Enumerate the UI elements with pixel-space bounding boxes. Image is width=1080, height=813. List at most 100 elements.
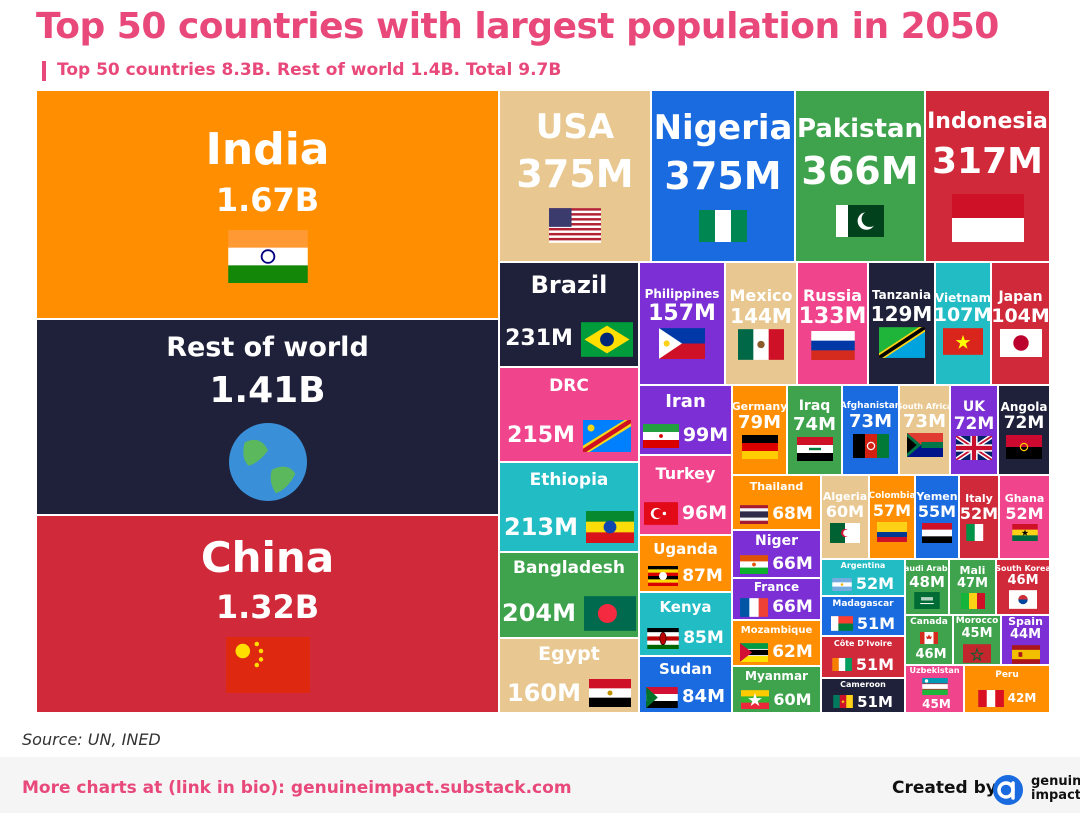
tile-label-bangladesh: Bangladesh bbox=[513, 558, 625, 579]
tile-value-ethiopia: 213M bbox=[504, 512, 578, 541]
tile-japan: Japan 104M bbox=[991, 262, 1050, 385]
tile-colombia: Colombia 57M bbox=[869, 475, 915, 559]
tile-value-china: 1.32B bbox=[215, 587, 320, 626]
tile-brazil: Brazil 231M bbox=[499, 262, 639, 367]
tile-thailand: Thailand 68M bbox=[732, 475, 821, 530]
tile-bangladesh: Bangladesh 204M bbox=[499, 552, 639, 638]
tile-label-uzbekistan: Uzbekistan bbox=[909, 666, 960, 676]
flag-ar-icon bbox=[832, 577, 852, 591]
tile-label-drc: DRC bbox=[549, 376, 589, 397]
tile-label-france: France bbox=[753, 579, 800, 594]
tile-label-peru: Peru bbox=[995, 669, 1019, 680]
flag-af-icon bbox=[852, 433, 889, 458]
brand-line-2: impact bbox=[1031, 788, 1080, 803]
flag-gh-icon bbox=[1011, 524, 1038, 542]
tile-value-colombia: 57M bbox=[872, 501, 912, 521]
tile-label-mali: Mali bbox=[959, 563, 986, 577]
tile-value-thailand: 68M bbox=[772, 503, 813, 524]
flag-mg-icon bbox=[830, 616, 853, 631]
flag-co-icon bbox=[877, 521, 907, 542]
tile-south-korea: South Korea 46M bbox=[996, 559, 1050, 615]
flag-fr-icon bbox=[740, 598, 769, 617]
flag-uz-icon bbox=[921, 678, 948, 696]
tile-value-afghanistan: 73M bbox=[849, 411, 892, 433]
tile-label-india: India bbox=[205, 124, 330, 176]
treemap-chart: India 1.67B Rest of world 1.41B China 1.32B US… bbox=[36, 90, 1050, 713]
tile-value-mali: 47M bbox=[956, 575, 989, 591]
tile-value-brazil: 231M bbox=[505, 326, 573, 352]
tile-value-spain: 44M bbox=[1009, 627, 1042, 643]
flag-eg-icon bbox=[588, 679, 631, 708]
tile-value-turkey: 96M bbox=[681, 501, 728, 524]
tile-label-angola: Angola bbox=[1000, 400, 1048, 415]
tile-value-philippines: 157M bbox=[648, 300, 716, 326]
tile-value-uganda: 87M bbox=[682, 566, 723, 587]
brand-name: genuine impact bbox=[1031, 775, 1080, 803]
flag-cm-icon bbox=[833, 695, 853, 709]
tile-value-japan: 104M bbox=[991, 304, 1050, 327]
tile-china: China 1.32B bbox=[36, 515, 499, 713]
tile-label-brazil: Brazil bbox=[530, 270, 608, 299]
chart-title: Top 50 countries with largest population… bbox=[36, 6, 999, 47]
flag-sd-icon bbox=[646, 686, 678, 708]
tile-south-africa: South Africa 73M bbox=[899, 385, 950, 475]
tile-value-cameroon: 51M bbox=[857, 692, 893, 711]
tile-label-south-africa: South Africa bbox=[899, 401, 950, 411]
tile-label-afghanistan: Afghanistan bbox=[842, 401, 899, 412]
tile-label-germany: Germany bbox=[732, 400, 787, 414]
flag-pe-icon bbox=[977, 690, 1004, 708]
flag-ne-icon bbox=[740, 555, 769, 575]
flag-za-icon bbox=[906, 433, 943, 458]
tile-germany: Germany 79M bbox=[732, 385, 787, 475]
tile-canada: Canada 46M bbox=[905, 615, 953, 665]
flag-vn-icon bbox=[943, 328, 983, 355]
tile-value-tanzania: 129M bbox=[870, 301, 933, 326]
tile-mozambique: Mozambique 62M bbox=[732, 620, 821, 666]
tile-russia: Russia 133M bbox=[797, 262, 868, 385]
tile-label-algeria: Algeria bbox=[822, 490, 868, 504]
tile-label-uganda: Uganda bbox=[653, 539, 718, 558]
footer-band bbox=[0, 757, 1080, 813]
tile-label-cote-d-ivoire: Côte D'Ivoire bbox=[833, 639, 893, 649]
flag-es-icon bbox=[1011, 644, 1040, 664]
flag-kr-icon bbox=[1009, 590, 1037, 609]
tile-rest-of-world: Rest of world 1.41B bbox=[36, 319, 499, 515]
tile-value-cote-d-ivoire: 51M bbox=[855, 654, 895, 674]
tile-value-south-korea: 46M bbox=[1007, 572, 1039, 588]
source-note: Source: UN, INED bbox=[22, 730, 161, 749]
tile-value-argentina: 52M bbox=[855, 574, 895, 594]
tile-italy: Italy 52M bbox=[959, 475, 999, 559]
flag-gb-icon bbox=[956, 436, 992, 461]
tile-label-iran: Iran bbox=[665, 391, 706, 413]
chart-subtitle: Top 50 countries 8.3B. Rest of world 1.4… bbox=[57, 60, 562, 80]
tile-morocco: Morocco 45M bbox=[953, 615, 1001, 665]
tile-drc: DRC 215M bbox=[499, 367, 639, 462]
tile-value-pakistan: 366M bbox=[801, 149, 919, 194]
flag-ru-icon bbox=[810, 330, 855, 360]
tile-cameroon: Cameroon 51M bbox=[821, 678, 905, 713]
tile-label-canada: Canada bbox=[910, 616, 948, 627]
tile-label-russia: Russia bbox=[802, 286, 863, 306]
flag-in-icon bbox=[227, 229, 308, 283]
tile-value-canada: 46M bbox=[915, 646, 947, 662]
tile-value-uzbekistan: 45M bbox=[922, 696, 951, 711]
tile-madagascar: Madagascar 51M bbox=[821, 596, 905, 636]
tile-value-uk: 72M bbox=[953, 414, 995, 435]
flag-mz-icon bbox=[740, 642, 769, 662]
tile-label-pakistan: Pakistan bbox=[796, 113, 924, 144]
flag-mm-icon bbox=[741, 689, 770, 709]
tile-value-south-africa: 73M bbox=[903, 410, 946, 432]
tile-value-angola: 72M bbox=[1003, 413, 1045, 434]
tile-label-kenya: Kenya bbox=[659, 598, 712, 617]
tile-vietnam: Vietnam 107M bbox=[935, 262, 991, 385]
tile-label-indonesia: Indonesia bbox=[927, 109, 1048, 135]
tile-value-iran: 99M bbox=[682, 424, 729, 447]
footer-link[interactable]: More charts at (link in bio): genuineimp… bbox=[22, 778, 572, 798]
flag-id-icon bbox=[951, 193, 1024, 242]
tile-value-peru: 42M bbox=[1007, 691, 1037, 706]
flag-dz-icon bbox=[830, 522, 860, 543]
tile-peru: Peru 42M bbox=[964, 665, 1050, 713]
tile-usa: USA 375M bbox=[499, 90, 651, 262]
flag-ci-icon bbox=[832, 658, 852, 672]
tile-india: India 1.67B bbox=[36, 90, 499, 319]
